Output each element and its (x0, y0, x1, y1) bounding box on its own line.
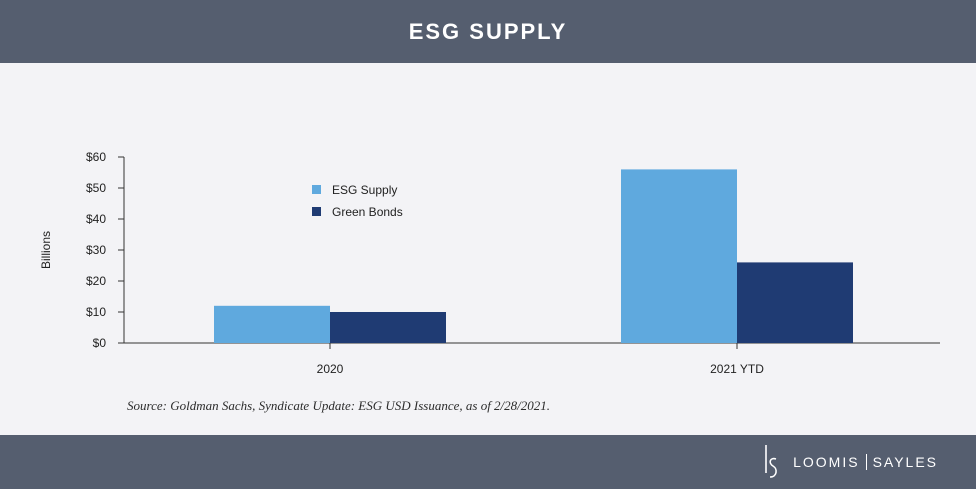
y-tick-label: $50 (86, 181, 106, 195)
bar-esg-supply-1 (621, 169, 737, 343)
y-axis-label: Billions (39, 231, 53, 269)
page-title: ESG SUPPLY (408, 18, 568, 44)
bar-green-bonds-1 (737, 262, 853, 343)
source-note: Source: Goldman Sachs, Syndicate Update:… (127, 398, 551, 413)
legend-label: Green Bonds (332, 205, 403, 219)
legend-swatch (312, 207, 321, 216)
legend-swatch (312, 185, 321, 194)
brand-name-right: SAYLES (872, 454, 938, 470)
x-tick-label: 2020 (317, 362, 344, 376)
brand-wordmark: LOOMIS SAYLES (793, 454, 938, 470)
bar-green-bonds-0 (330, 312, 446, 343)
y-tick-label: $40 (86, 212, 106, 226)
brand-logo: LOOMIS SAYLES (761, 443, 938, 481)
x-tick-label: 2021 YTD (710, 362, 764, 376)
y-tick-label: $10 (86, 305, 106, 319)
footer-bar: LOOMIS SAYLES (0, 435, 976, 489)
y-tick-label: $0 (93, 336, 107, 350)
chart-area: $0 $10 $20 $30 $40 $50 $60 Billions 2020 2021 YTD… (0, 63, 976, 435)
bar-esg-supply-0 (214, 305, 330, 343)
bars (214, 169, 853, 343)
y-tick-label: $20 (86, 274, 106, 288)
legend-label: ESG Supply (332, 183, 397, 197)
y-tick-label: $30 (86, 243, 106, 257)
brand-name-left: LOOMIS (793, 454, 860, 470)
ls-monogram-icon (765, 445, 777, 478)
brand-divider (865, 454, 867, 470)
y-tick-label: $60 (86, 150, 106, 164)
title-banner: ESG SUPPLY (0, 0, 976, 63)
bar-chart: $0 $10 $20 $30 $40 $50 $60 Billions 2020 2021 YTD… (39, 150, 940, 376)
legend: ESG Supply Green Bonds (312, 183, 403, 219)
